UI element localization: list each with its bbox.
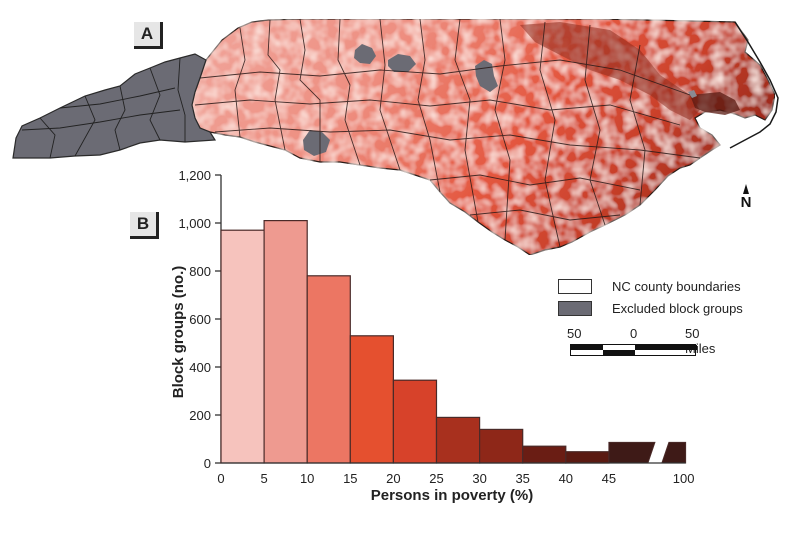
map-outer-banks	[729, 21, 779, 149]
x-tick-label: 35	[515, 471, 529, 486]
x-tick-label: 5	[260, 471, 267, 486]
histogram-bar	[661, 441, 687, 464]
map-excluded-urban	[354, 44, 376, 64]
north-label: N	[740, 194, 752, 211]
histogram-bar	[608, 441, 656, 464]
scale-label-left: 50	[567, 326, 582, 341]
map-excluded-urban	[688, 90, 697, 98]
x-tick-label: 40	[559, 471, 573, 486]
legend-item-excluded: Excluded block groups	[558, 297, 743, 319]
map-excluded-county-boundaries	[21, 57, 186, 159]
legend-label: Excluded block groups	[612, 300, 743, 316]
histogram-bar	[306, 275, 351, 464]
panel-label-a: A	[134, 22, 163, 49]
y-axis-label: Block groups (no.)	[170, 266, 187, 399]
legend-swatch-county-boundaries	[558, 278, 592, 294]
legend-swatch-excluded	[558, 300, 592, 316]
map-high-poverty-region	[520, 22, 700, 120]
x-tick-label: 10	[300, 471, 314, 486]
y-tick-label: 1,000	[178, 216, 211, 231]
map-county-boundaries	[194, 18, 701, 248]
histogram-bar	[349, 335, 394, 464]
scale-label-mid: 0	[630, 326, 638, 341]
histogram-bar	[435, 416, 481, 464]
y-tick-label: 400	[189, 360, 211, 375]
histogram-bars	[220, 220, 687, 464]
x-tick-label: 0	[217, 471, 224, 486]
y-tick-label: 800	[189, 264, 211, 279]
histogram-bar	[479, 428, 524, 464]
x-tick-label: 30	[472, 471, 486, 486]
x-axis: 0 5 10 15 20 25 30 35 40 45 100	[217, 462, 695, 486]
x-tick-label: 15	[343, 471, 357, 486]
histogram-bar	[220, 229, 265, 464]
scale-bar-graphic	[570, 344, 697, 356]
map-legend: NC county boundaries Excluded block grou…	[558, 275, 743, 319]
histogram-bar	[522, 445, 567, 464]
panel-label-b: B	[130, 212, 159, 239]
map-excluded-urban	[388, 54, 416, 72]
histogram-bar	[392, 379, 438, 464]
y-tick-label: 0	[204, 456, 211, 471]
north-arrow-icon	[743, 184, 749, 194]
x-tick-label: 25	[429, 471, 443, 486]
x-tick-label: 45	[602, 471, 616, 486]
map-excluded-urban	[303, 130, 330, 156]
x-tick-label: 100	[673, 471, 695, 486]
y-tick-label: 1,200	[178, 168, 211, 183]
x-tick-label: 20	[386, 471, 400, 486]
map-excluded-urban	[475, 60, 498, 92]
y-tick-label: 600	[189, 312, 211, 327]
x-axis-label: Persons in poverty (%)	[371, 487, 534, 504]
histogram-bar	[565, 451, 610, 464]
legend-item-county-boundaries: NC county boundaries	[558, 275, 743, 297]
north-arrow: N	[738, 184, 754, 212]
histogram-bar	[263, 220, 308, 464]
legend-label: NC county boundaries	[612, 278, 741, 294]
map-high-poverty-region	[690, 92, 740, 115]
y-tick-label: 200	[189, 408, 211, 423]
